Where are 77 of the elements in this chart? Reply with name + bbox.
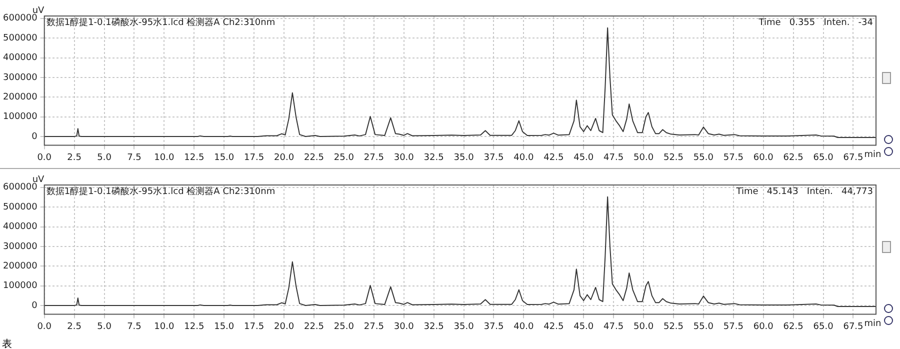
x-tick-label: 67.5 (843, 152, 864, 163)
y-tick-label: 600000 (2, 14, 38, 24)
x-tick-label: 17.5 (244, 322, 264, 332)
y-tick-label: 200000 (2, 261, 38, 272)
x-tick-label: 62.5 (783, 152, 804, 163)
y-tick-label: 500000 (2, 33, 38, 44)
x-tick-label: 5.0 (97, 322, 112, 332)
y-tick-label: 100000 (2, 112, 38, 122)
x-tick-label: 42.5 (544, 152, 564, 163)
x-tick-label: 20.0 (274, 322, 294, 332)
y-tick-label: 0 (32, 300, 38, 311)
x-tick-label: 10.0 (154, 152, 174, 163)
x-tick-label: 12.5 (184, 322, 204, 332)
y-tick-label: 400000 (2, 53, 38, 64)
annotation: Time 0.355 Inten. -34 (758, 18, 874, 28)
chart-title: 数据1醇提1-0.1磷酸水-95水1.lcd 检测器A Ch2:310nm (46, 16, 276, 28)
x-tick-label: 52.5 (663, 152, 684, 163)
y-tick-label: 300000 (2, 72, 38, 83)
x-axis-title: min (864, 150, 882, 160)
y-tick-label: 0 (32, 132, 38, 142)
x-tick-label: 2.5 (67, 152, 82, 163)
y-tick-label: 200000 (2, 92, 38, 102)
x-tick-label: 0.0 (37, 322, 52, 332)
x-tick-label: 40.0 (514, 322, 534, 332)
x-tick-label: 67.5 (843, 322, 864, 332)
chart-title: 数据1醇提1-0.1磷酸水-95水1.lcd 检测器A Ch2:310nm (46, 186, 276, 197)
y-tick-label: 300000 (2, 242, 38, 252)
x-tick-label: 60.0 (753, 322, 774, 332)
x-tick-label: 50.0 (634, 322, 654, 332)
x-tick-label: 47.5 (604, 152, 624, 163)
x-tick-label: 27.5 (364, 152, 384, 163)
x-tick-label: 2.5 (67, 322, 82, 332)
x-tick-label: 55.0 (693, 152, 714, 163)
x-tick-label: 32.5 (424, 152, 444, 163)
x-tick-label: 60.0 (753, 152, 774, 163)
x-tick-label: 42.5 (544, 322, 564, 332)
x-tick-label: 62.5 (783, 322, 804, 332)
x-tick-label: 65.0 (813, 322, 834, 332)
x-tick-label: 22.5 (304, 322, 324, 332)
x-tick-label: 10.0 (154, 322, 174, 332)
x-tick-label: 45.0 (574, 322, 594, 332)
x-axis-title: min (864, 319, 882, 330)
x-tick-label: 30.0 (394, 152, 414, 163)
x-tick-label: 30.0 (394, 322, 414, 332)
x-tick-label: 15.0 (214, 322, 234, 332)
x-tick-label: 0.0 (37, 152, 52, 163)
x-tick-label: 22.5 (304, 152, 324, 163)
x-tick-label: 35.0 (454, 322, 474, 332)
y-tick-label: 600000 (2, 182, 38, 193)
x-tick-label: 57.5 (723, 152, 744, 163)
x-tick-label: 57.5 (723, 322, 744, 332)
x-tick-label: 12.5 (184, 152, 204, 163)
x-tick-label: 52.5 (663, 322, 684, 332)
x-tick-label: 65.0 (813, 152, 834, 163)
x-tick-label: 20.0 (274, 152, 294, 163)
x-tick-label: 40.0 (514, 152, 534, 163)
x-tick-label: 27.5 (364, 322, 384, 332)
y-tick-label: 400000 (2, 222, 38, 232)
x-tick-label: 45.0 (574, 152, 594, 163)
x-tick-label: 55.0 (693, 322, 714, 332)
x-tick-label: 37.5 (484, 322, 504, 332)
x-tick-label: 50.0 (634, 152, 654, 163)
x-tick-label: 17.5 (244, 152, 264, 163)
text: 表 (2, 338, 12, 349)
annotation: Time 45.143 Inten. 44,773 (735, 186, 873, 197)
x-tick-label: 15.0 (214, 152, 234, 163)
x-tick-label: 35.0 (454, 152, 474, 163)
x-tick-label: 47.5 (604, 322, 624, 332)
x-tick-label: 25.0 (334, 152, 354, 163)
x-tick-label: 7.5 (127, 322, 142, 332)
x-tick-label: 7.5 (127, 152, 142, 163)
y-tick-label: 100000 (2, 281, 38, 292)
y-tick-label: 500000 (2, 202, 38, 212)
x-tick-label: 5.0 (97, 152, 112, 163)
x-tick-label: 25.0 (334, 322, 354, 332)
x-tick-label: 32.5 (424, 322, 444, 332)
x-tick-label: 37.5 (484, 152, 504, 163)
